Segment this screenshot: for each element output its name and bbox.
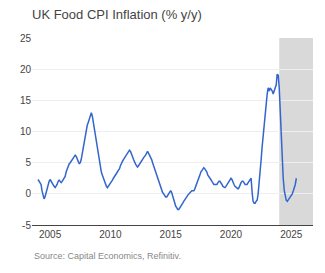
svg-text:20: 20 [20,64,32,75]
svg-text:2005: 2005 [39,229,62,240]
svg-text:15: 15 [20,95,32,106]
svg-text:2015: 2015 [160,229,183,240]
svg-text:Source: Capital Economics, Ref: Source: Capital Economics, Refinitiv. [34,251,181,261]
svg-text:2010: 2010 [99,229,122,240]
svg-text:10: 10 [20,126,32,137]
svg-text:2025: 2025 [280,229,303,240]
svg-text:2020: 2020 [220,229,243,240]
svg-text:25: 25 [20,33,32,44]
svg-text:0: 0 [25,188,31,199]
svg-text:5: 5 [25,157,31,168]
svg-text:-5: -5 [22,220,31,231]
svg-text:UK Food CPI Inflation (% y/y): UK Food CPI Inflation (% y/y) [32,7,202,22]
